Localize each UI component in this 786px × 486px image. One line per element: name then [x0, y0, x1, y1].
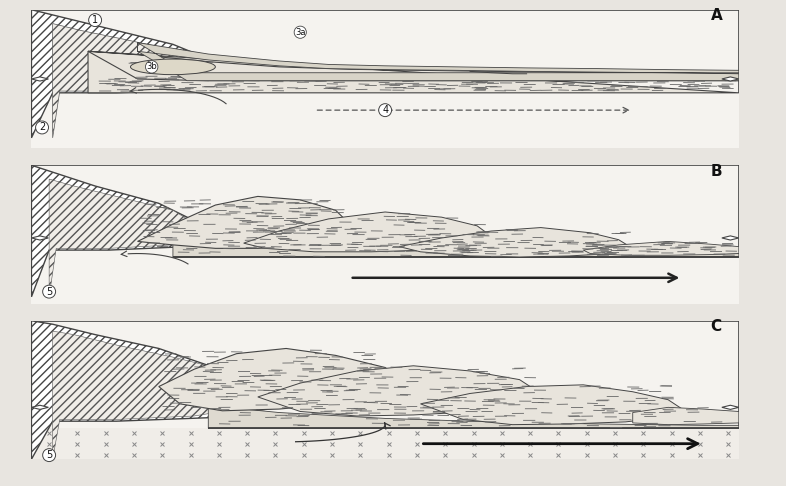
Polygon shape: [722, 405, 739, 409]
Polygon shape: [53, 331, 258, 459]
Text: A: A: [711, 8, 722, 23]
Text: B: B: [711, 164, 722, 179]
Polygon shape: [258, 366, 541, 416]
Polygon shape: [88, 52, 739, 93]
Polygon shape: [208, 406, 739, 428]
Polygon shape: [399, 227, 633, 257]
Bar: [31, 252, 739, 304]
Bar: [31, 93, 739, 148]
Polygon shape: [31, 321, 279, 459]
Polygon shape: [31, 10, 258, 138]
Text: 3b: 3b: [146, 62, 157, 71]
Text: 5: 5: [46, 450, 52, 460]
Polygon shape: [31, 77, 49, 81]
Text: C: C: [711, 319, 722, 334]
Polygon shape: [159, 348, 406, 411]
Polygon shape: [138, 43, 739, 81]
Polygon shape: [49, 179, 215, 297]
Polygon shape: [31, 405, 49, 409]
Polygon shape: [138, 196, 350, 248]
Polygon shape: [244, 212, 491, 252]
Polygon shape: [31, 165, 230, 297]
Text: 4: 4: [382, 105, 388, 115]
Text: 5: 5: [46, 287, 52, 296]
Bar: [31, 428, 739, 459]
Polygon shape: [31, 236, 49, 240]
Polygon shape: [53, 24, 244, 138]
Polygon shape: [583, 242, 739, 255]
Text: 3a: 3a: [295, 28, 306, 37]
Polygon shape: [173, 243, 739, 257]
Polygon shape: [722, 77, 739, 81]
Polygon shape: [722, 236, 739, 240]
Text: 1: 1: [92, 15, 98, 25]
Polygon shape: [633, 407, 739, 425]
Text: 2: 2: [39, 122, 45, 133]
Polygon shape: [421, 385, 682, 425]
Ellipse shape: [130, 59, 215, 75]
